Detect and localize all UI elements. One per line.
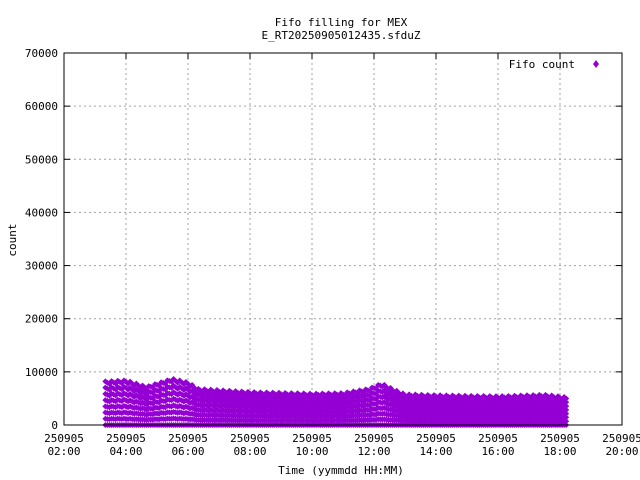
x-tick-label-date: 250905: [354, 432, 394, 445]
y-tick-label: 20000: [25, 313, 58, 326]
data-point: [507, 398, 514, 405]
y-tick-label: 50000: [25, 153, 58, 166]
x-axis-label: Time (yymmdd HH:MM): [278, 464, 404, 477]
data-point: [563, 403, 570, 410]
x-tick-label-date: 250905: [168, 432, 208, 445]
legend-label: Fifo count: [509, 58, 575, 71]
x-tick-label-date: 250905: [44, 432, 84, 445]
legend: Fifo count: [509, 58, 599, 71]
x-tick-label-time: 14:00: [419, 445, 452, 458]
legend-marker: [593, 60, 599, 68]
data-point: [563, 399, 570, 406]
y-axis-label: count: [6, 223, 19, 256]
x-tick-label-date: 250905: [416, 432, 456, 445]
data-point: [563, 395, 570, 402]
x-tick-label-time: 10:00: [295, 445, 328, 458]
data-point: [563, 414, 570, 421]
x-tick-label-time: 02:00: [47, 445, 80, 458]
plot-frame: [63, 52, 623, 426]
y-tick-label: 70000: [25, 47, 58, 60]
fifo-count-series: [102, 376, 570, 428]
x-tick-label-time: 18:00: [543, 445, 576, 458]
x-tick-label-time: 04:00: [109, 445, 142, 458]
chart-title-line-1: Fifo filling for MEX: [275, 16, 408, 29]
x-axis-ticks: 25090502:0025090504:0025090506:002509050…: [44, 53, 640, 458]
grid-lines: [64, 53, 622, 425]
x-tick-label-time: 12:00: [357, 445, 390, 458]
y-tick-label: 60000: [25, 100, 58, 113]
x-tick-label-date: 250905: [478, 432, 518, 445]
y-tick-label: 40000: [25, 206, 58, 219]
y-tick-label: 10000: [25, 366, 58, 379]
x-tick-label-date: 250905: [540, 432, 580, 445]
chart-title-line-2: E_RT20250905012435.sfduZ: [262, 29, 421, 42]
x-tick-label-time: 20:00: [605, 445, 638, 458]
data-point: [507, 394, 514, 401]
x-tick-label-time: 06:00: [171, 445, 204, 458]
x-tick-label-date: 250905: [602, 432, 640, 445]
y-tick-label: 30000: [25, 260, 58, 273]
x-tick-label-time: 08:00: [233, 445, 266, 458]
x-tick-label-date: 250905: [292, 432, 332, 445]
data-point: [563, 406, 570, 413]
x-tick-label-date: 250905: [106, 432, 146, 445]
x-tick-label-date: 250905: [230, 432, 270, 445]
data-point: [563, 418, 570, 425]
x-tick-label-time: 16:00: [481, 445, 514, 458]
y-axis-ticks: 0 10000 20000 30000 40000 50000 60000 70000: [25, 47, 622, 432]
data-point: [563, 410, 570, 417]
y-tick-label: 0: [51, 419, 58, 432]
